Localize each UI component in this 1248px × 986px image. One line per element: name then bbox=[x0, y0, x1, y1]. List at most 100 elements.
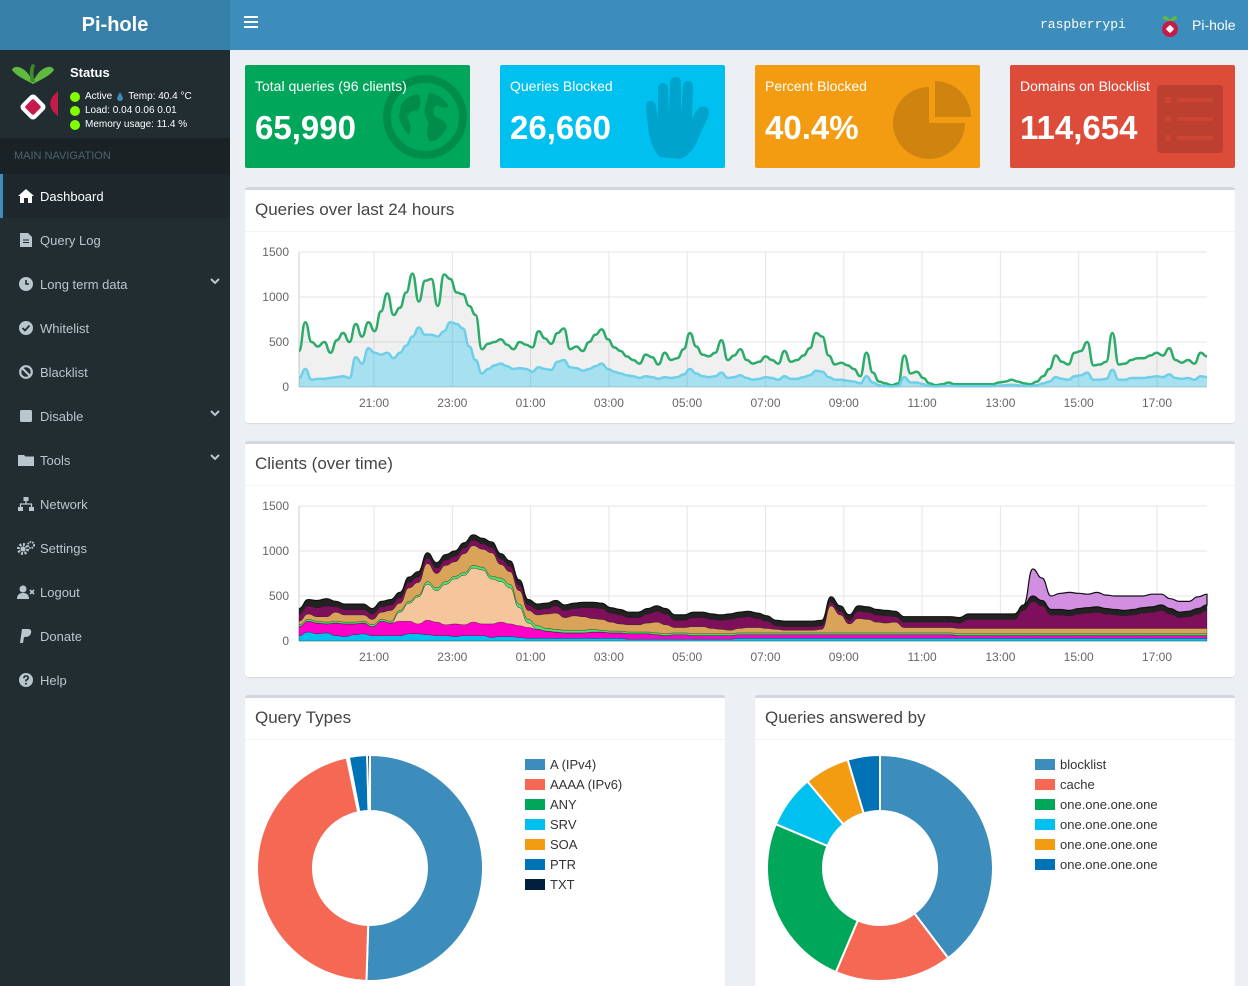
x-tick-label: 11:00 bbox=[908, 650, 937, 664]
legend-item[interactable]: cache bbox=[1035, 774, 1158, 794]
nav-item-network[interactable]: Network bbox=[0, 482, 230, 526]
legend-swatch bbox=[1035, 798, 1055, 810]
chevron-down-icon bbox=[210, 454, 220, 461]
nav-item-label: Tools bbox=[40, 452, 71, 468]
queries-line-chart[interactable]: 0 500 1000 1500 21:00 23:00 01:00 03:00 05:00 07:… bbox=[245, 232, 1235, 423]
x-tick-label: 17:00 bbox=[1142, 396, 1172, 410]
query-types-panel: Query Types A (IPv4) AAAA (IPv6) ANY SRV… bbox=[245, 695, 725, 986]
x-tick-label: 05:00 bbox=[672, 396, 702, 410]
nav-item-settings[interactable]: Settings bbox=[0, 526, 230, 570]
x-tick-label: 07:00 bbox=[750, 396, 780, 410]
y-tick-label: 0 bbox=[282, 634, 289, 648]
nav-item-label: Dashboard bbox=[40, 188, 104, 204]
x-tick-label: 03:00 bbox=[594, 396, 624, 410]
nav-item-tools[interactable]: Tools bbox=[0, 438, 230, 482]
legend-swatch bbox=[525, 858, 545, 870]
answered-by-legend: blocklist cache one.one.one.one one.one.… bbox=[1035, 754, 1158, 874]
stat-percent-blocked[interactable]: Percent Blocked 40.4% bbox=[755, 65, 980, 168]
legend-label: PTR bbox=[550, 856, 576, 872]
nav-item-logout[interactable]: Logout bbox=[0, 570, 230, 614]
y-tick-label: 500 bbox=[269, 335, 289, 349]
status-memory: Memory usage: 11.4 % bbox=[85, 119, 188, 130]
nav-item-label: Logout bbox=[40, 584, 80, 600]
legend-item[interactable]: SOA bbox=[525, 834, 622, 854]
legend-label: blocklist bbox=[1060, 756, 1107, 772]
x-tick-label: 01:00 bbox=[516, 650, 546, 664]
nav-item-whitelist[interactable]: Whitelist bbox=[0, 306, 230, 350]
nav-item-blacklist[interactable]: Blacklist bbox=[0, 350, 230, 394]
clients-chart-panel: Clients (over time) 0 500 1000 1500 21:00 23:… bbox=[245, 441, 1235, 677]
status-title: Status bbox=[70, 65, 110, 80]
legend-item[interactable]: AAAA (IPv6) bbox=[525, 774, 622, 794]
stat-label: Total queries (96 clients) bbox=[255, 78, 407, 94]
legend-item[interactable]: SRV bbox=[525, 814, 622, 834]
check-circle-icon bbox=[19, 321, 33, 335]
panel-title: Queries answered by bbox=[755, 698, 1235, 740]
legend-label: AAAA (IPv6) bbox=[550, 776, 623, 792]
status-load-row: Load: 0.04 0.06 0.01 bbox=[70, 105, 177, 116]
stat-queries-blocked[interactable]: Queries Blocked 26,660 bbox=[500, 65, 725, 168]
status-active-row: Active Temp: 40.4 °C bbox=[70, 91, 192, 102]
x-tick-label: 09:00 bbox=[829, 650, 859, 664]
legend-item[interactable]: ANY bbox=[525, 794, 622, 814]
nav-item-dashboard[interactable]: Dashboard bbox=[0, 174, 230, 218]
legend-item[interactable]: one.one.one.one bbox=[1035, 834, 1158, 854]
legend-item[interactable]: PTR bbox=[525, 854, 622, 874]
legend-label: ANY bbox=[550, 796, 577, 812]
legend-swatch bbox=[1035, 758, 1055, 770]
menu-toggle-button[interactable] bbox=[244, 16, 258, 30]
user-times-icon bbox=[17, 585, 35, 599]
donut-slice bbox=[256, 756, 370, 982]
question-circle-icon bbox=[19, 673, 33, 687]
globe-icon bbox=[383, 75, 467, 159]
nav-item-query-log[interactable]: Query Log bbox=[0, 218, 230, 262]
x-tick-label: 01:00 bbox=[516, 396, 546, 410]
status-memory-row: Memory usage: 11.4 % bbox=[70, 119, 187, 130]
legend-item[interactable]: blocklist bbox=[1035, 754, 1158, 774]
x-tick-label: 17:00 bbox=[1142, 650, 1172, 664]
pie-chart-icon bbox=[893, 81, 971, 159]
stat-domains-blocklist[interactable]: Domains on Blocklist 114,654 bbox=[1010, 65, 1235, 168]
legend-item[interactable]: A (IPv4) bbox=[525, 754, 622, 774]
legend-item[interactable]: one.one.one.one bbox=[1035, 814, 1158, 834]
legend-swatch bbox=[1035, 818, 1055, 830]
x-tick-label: 07:00 bbox=[750, 650, 780, 664]
clients-area-chart[interactable]: 0 500 1000 1500 21:00 23:00 01:00 03:00 05:00 07:… bbox=[245, 486, 1235, 677]
nav-item-label: Whitelist bbox=[40, 320, 90, 336]
pihole-logo-icon bbox=[12, 64, 58, 128]
legend-item[interactable]: one.one.one.one bbox=[1035, 794, 1158, 814]
answered-by-panel: Queries answered by blocklist cache one.… bbox=[755, 695, 1235, 986]
user-menu[interactable]: Pi-hole bbox=[1160, 10, 1236, 40]
y-tick-label: 0 bbox=[282, 380, 289, 394]
legend-label: TXT bbox=[550, 876, 575, 892]
query-types-donut-chart[interactable] bbox=[250, 748, 490, 986]
legend-item[interactable]: one.one.one.one bbox=[1035, 854, 1158, 874]
user-name: Pi-hole bbox=[1192, 17, 1236, 33]
file-icon bbox=[20, 233, 32, 247]
nav-header: MAIN NAVIGATION bbox=[0, 138, 230, 174]
y-tick-label: 1000 bbox=[262, 544, 289, 558]
query-types-legend: A (IPv4) AAAA (IPv6) ANY SRV SOA PTR TXT bbox=[525, 754, 622, 894]
app-logo[interactable]: Pi-hole bbox=[0, 0, 230, 50]
x-tick-label: 13:00 bbox=[985, 396, 1015, 410]
donut-slice bbox=[366, 753, 371, 813]
legend-swatch bbox=[1035, 778, 1055, 790]
nav-item-label: Network bbox=[40, 496, 88, 512]
legend-swatch bbox=[525, 758, 545, 770]
nav-item-donate[interactable]: Donate bbox=[0, 614, 230, 658]
nav-item-help[interactable]: Help bbox=[0, 658, 230, 702]
y-tick-label: 1000 bbox=[262, 290, 289, 304]
legend-item[interactable]: TXT bbox=[525, 874, 622, 894]
x-tick-label: 21:00 bbox=[359, 650, 389, 664]
x-tick-label: 15:00 bbox=[1064, 650, 1094, 664]
nav-item-long-term-data[interactable]: Long term data bbox=[0, 262, 230, 306]
nav-item-disable[interactable]: Disable bbox=[0, 394, 230, 438]
stat-total-queries[interactable]: Total queries (96 clients) 65,990 bbox=[245, 65, 470, 168]
donut-slice bbox=[766, 822, 860, 974]
answered-by-donut-chart[interactable] bbox=[760, 748, 1000, 986]
x-tick-label: 21:00 bbox=[359, 396, 389, 410]
active-indicator-icon bbox=[70, 91, 80, 102]
hamburger-icon bbox=[244, 16, 258, 18]
top-navbar: raspberrypi Pi-hole bbox=[230, 0, 1248, 50]
stat-label: Queries Blocked bbox=[510, 78, 613, 94]
